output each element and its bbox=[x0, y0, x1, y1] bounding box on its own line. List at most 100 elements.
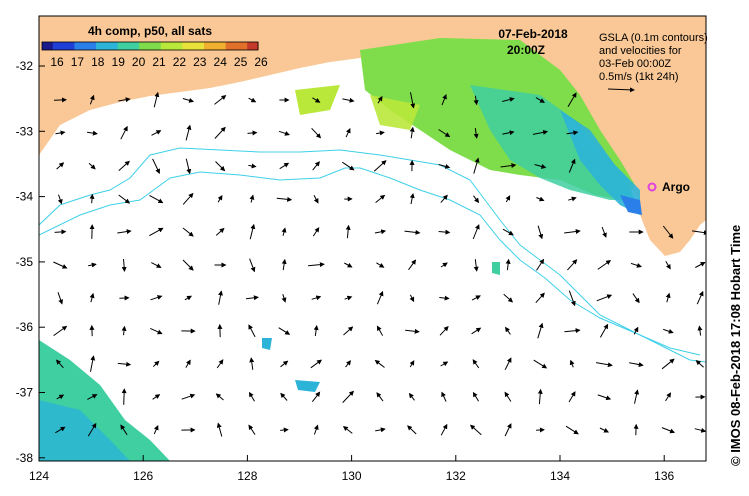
velocity-arrow bbox=[311, 295, 322, 301]
legend-line-2: and velocities for bbox=[599, 45, 682, 57]
velocity-arrow bbox=[473, 195, 480, 204]
velocity-arrow bbox=[597, 394, 612, 401]
velocity-arrow bbox=[280, 360, 289, 368]
velocity-arrow bbox=[567, 92, 577, 108]
velocity-arrow bbox=[312, 227, 320, 237]
velocity-arrow bbox=[535, 97, 545, 103]
velocity-arrow bbox=[532, 129, 549, 135]
velocity-arrow bbox=[376, 290, 384, 305]
colorbar-tick-label: 21 bbox=[152, 55, 166, 69]
velocity-arrow bbox=[634, 389, 640, 404]
velocity-arrow bbox=[568, 158, 576, 173]
colorbar-swatch bbox=[160, 42, 165, 50]
velocity-arrow bbox=[536, 258, 545, 271]
colorbar-swatch bbox=[74, 42, 79, 50]
velocity-arrow bbox=[87, 394, 98, 400]
colorbar-swatch bbox=[85, 42, 90, 50]
colorbar-swatch bbox=[124, 42, 129, 50]
velocity-arrow bbox=[87, 422, 97, 437]
velocity-arrow bbox=[663, 328, 674, 334]
velocity-arrow bbox=[472, 359, 480, 369]
velocity-arrow bbox=[599, 427, 609, 433]
plot-frame bbox=[38, 15, 707, 462]
velocity-arrow bbox=[313, 424, 319, 435]
colorbar-swatch bbox=[139, 42, 144, 50]
velocity-arrow bbox=[376, 130, 385, 136]
colorbar-swatch bbox=[229, 42, 234, 50]
velocity-arrow bbox=[153, 424, 159, 435]
velocity-arrow bbox=[472, 224, 480, 240]
velocity-arrow bbox=[247, 130, 258, 136]
velocity-arrow bbox=[249, 223, 256, 240]
velocity-arrow bbox=[345, 360, 352, 368]
velocity-arrow bbox=[342, 425, 353, 434]
velocity-arrow bbox=[408, 392, 415, 401]
colorbar-swatch bbox=[240, 42, 245, 50]
colorbar-swatch bbox=[186, 42, 191, 50]
velocity-arrow bbox=[249, 357, 255, 370]
colorbar-swatch bbox=[92, 42, 97, 50]
legend-scale-arrow bbox=[607, 87, 635, 93]
colorbar-swatch bbox=[70, 42, 75, 50]
x-axis: 124 126 128 130 132 134 136 bbox=[29, 455, 675, 483]
colorbar-swatch bbox=[182, 42, 187, 50]
velocity-arrow bbox=[121, 388, 127, 405]
velocity-arrow bbox=[118, 194, 131, 204]
y-axis: -32 -33 -34 -35 -36 -37 -38 bbox=[16, 59, 45, 465]
velocity-arrow bbox=[502, 130, 515, 136]
velocity-arrow bbox=[440, 423, 448, 436]
velocity-arrow bbox=[409, 360, 415, 368]
velocity-arrow bbox=[215, 161, 226, 172]
velocity-arrow bbox=[662, 225, 674, 239]
velocity-arrow bbox=[376, 392, 384, 402]
velocity-arrow bbox=[276, 196, 293, 202]
velocity-arrow bbox=[149, 194, 164, 204]
colorbar-swatch bbox=[178, 42, 183, 50]
velocity-arrow bbox=[214, 94, 227, 105]
velocity-arrow bbox=[89, 94, 95, 105]
colorbar-swatch bbox=[175, 42, 180, 50]
velocity-arrow bbox=[665, 292, 671, 303]
velocity-arrow bbox=[568, 391, 576, 403]
velocity-arrow bbox=[692, 230, 706, 236]
velocity-arrow bbox=[248, 424, 256, 435]
colorbar-swatch bbox=[225, 42, 230, 50]
velocity-arrow bbox=[500, 163, 517, 169]
velocity-arrow bbox=[566, 130, 579, 136]
x-tick-label: 136 bbox=[654, 469, 674, 483]
velocity-arrow bbox=[152, 394, 161, 400]
velocity-arrow bbox=[57, 194, 63, 205]
velocity-arrow bbox=[342, 161, 355, 171]
velocity-arrow bbox=[502, 228, 514, 236]
x-tick-label: 130 bbox=[342, 469, 362, 483]
velocity-arrow bbox=[473, 128, 479, 139]
velocity-arrow bbox=[54, 229, 67, 235]
colorbar-title: 4h comp, p50, all sats bbox=[88, 24, 212, 38]
velocity-arrow bbox=[695, 262, 706, 268]
velocity-arrow bbox=[53, 325, 68, 337]
velocity-arrow bbox=[89, 193, 95, 204]
argo-label: Argo bbox=[662, 180, 690, 194]
colorbar-swatch bbox=[247, 42, 252, 50]
colorbar-swatch bbox=[128, 42, 133, 50]
velocity-arrow bbox=[533, 359, 548, 369]
velocity-arrow bbox=[632, 293, 640, 304]
y-tick-label: -34 bbox=[16, 190, 34, 204]
velocity-arrow bbox=[599, 323, 609, 338]
x-tick-label: 132 bbox=[446, 469, 466, 483]
velocity-arrow bbox=[121, 258, 127, 272]
velocity-arrow bbox=[55, 426, 66, 434]
colorbar-tick-label: 26 bbox=[254, 55, 268, 69]
velocity-arrow bbox=[502, 97, 515, 102]
velocity-arrow bbox=[88, 162, 96, 170]
colorbar-swatch bbox=[218, 42, 223, 50]
velocity-arrow bbox=[630, 262, 642, 268]
colorbar-swatch bbox=[60, 42, 65, 50]
velocity-arrow bbox=[182, 192, 194, 205]
colorbar: 4h comp, p50, all sats 16 17 18 19 20 21 22 23 2… bbox=[41, 24, 268, 69]
colorbar-swatch bbox=[63, 42, 68, 50]
velocity-arrow bbox=[344, 295, 353, 301]
colorbar-swatch bbox=[99, 42, 104, 50]
velocity-arrow bbox=[409, 294, 415, 303]
velocity-arrow bbox=[441, 93, 447, 106]
